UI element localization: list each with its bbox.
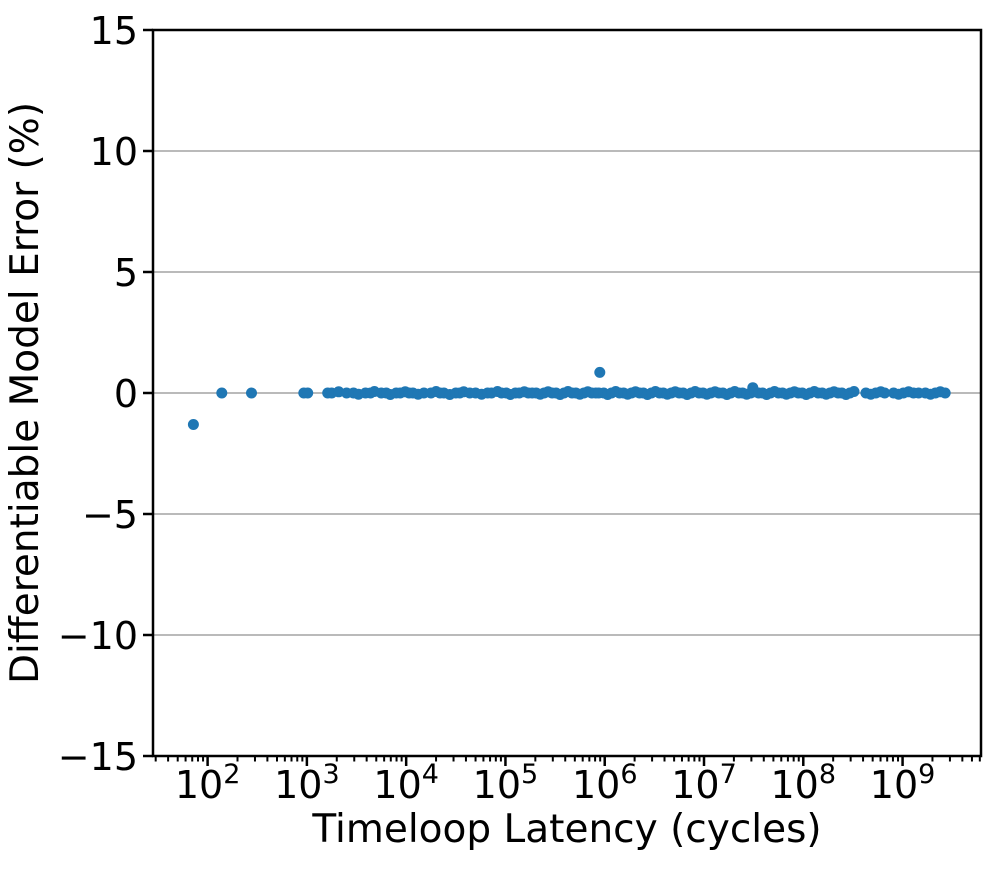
data-point [939,387,951,399]
x-tick-label: 105 [473,759,539,807]
x-tick-label: 106 [572,759,638,807]
scatter-points-layer [187,366,951,430]
x-tick-label: 103 [274,759,340,807]
y-tick-label: 15 [90,9,138,53]
data-point [594,366,606,378]
x-tick-label: 109 [870,759,936,807]
data-point [879,387,891,399]
y-tick-label: −10 [58,614,138,658]
data-point [216,387,228,399]
y-tick-label: 5 [114,251,138,295]
y-tick-label: 0 [114,372,138,416]
y-tick-label: −5 [82,493,138,537]
axes-layer [143,28,983,766]
x-tick-label: 108 [771,759,837,807]
x-tick-label: 107 [671,759,737,807]
y-axis-label: Differentiable Model Error (%) [3,102,48,684]
data-point [302,387,314,399]
x-tick-label: 104 [373,759,439,807]
data-point [246,387,257,399]
data-point [848,386,860,397]
x-tick-label: 102 [175,759,241,807]
x-axis-label: Timeloop Latency (cycles) [311,807,821,852]
y-tick-label: 10 [90,130,138,174]
y-tick-label: −15 [58,735,138,779]
data-point [187,419,199,430]
